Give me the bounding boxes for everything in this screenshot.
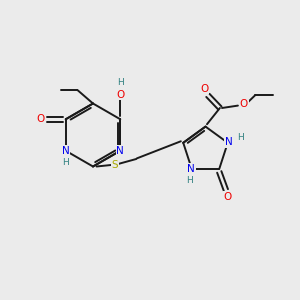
Text: H: H — [186, 176, 193, 185]
Text: N: N — [116, 146, 124, 156]
Text: O: O — [240, 99, 248, 110]
Text: N: N — [62, 146, 70, 156]
Text: N: N — [225, 137, 233, 147]
Text: O: O — [223, 192, 232, 202]
Text: O: O — [116, 90, 124, 100]
Text: S: S — [111, 160, 118, 170]
Text: H: H — [118, 78, 124, 87]
Text: O: O — [200, 84, 208, 94]
Text: O: O — [36, 114, 45, 124]
Text: N: N — [187, 164, 195, 174]
Text: H: H — [62, 158, 68, 167]
Text: H: H — [238, 133, 244, 142]
